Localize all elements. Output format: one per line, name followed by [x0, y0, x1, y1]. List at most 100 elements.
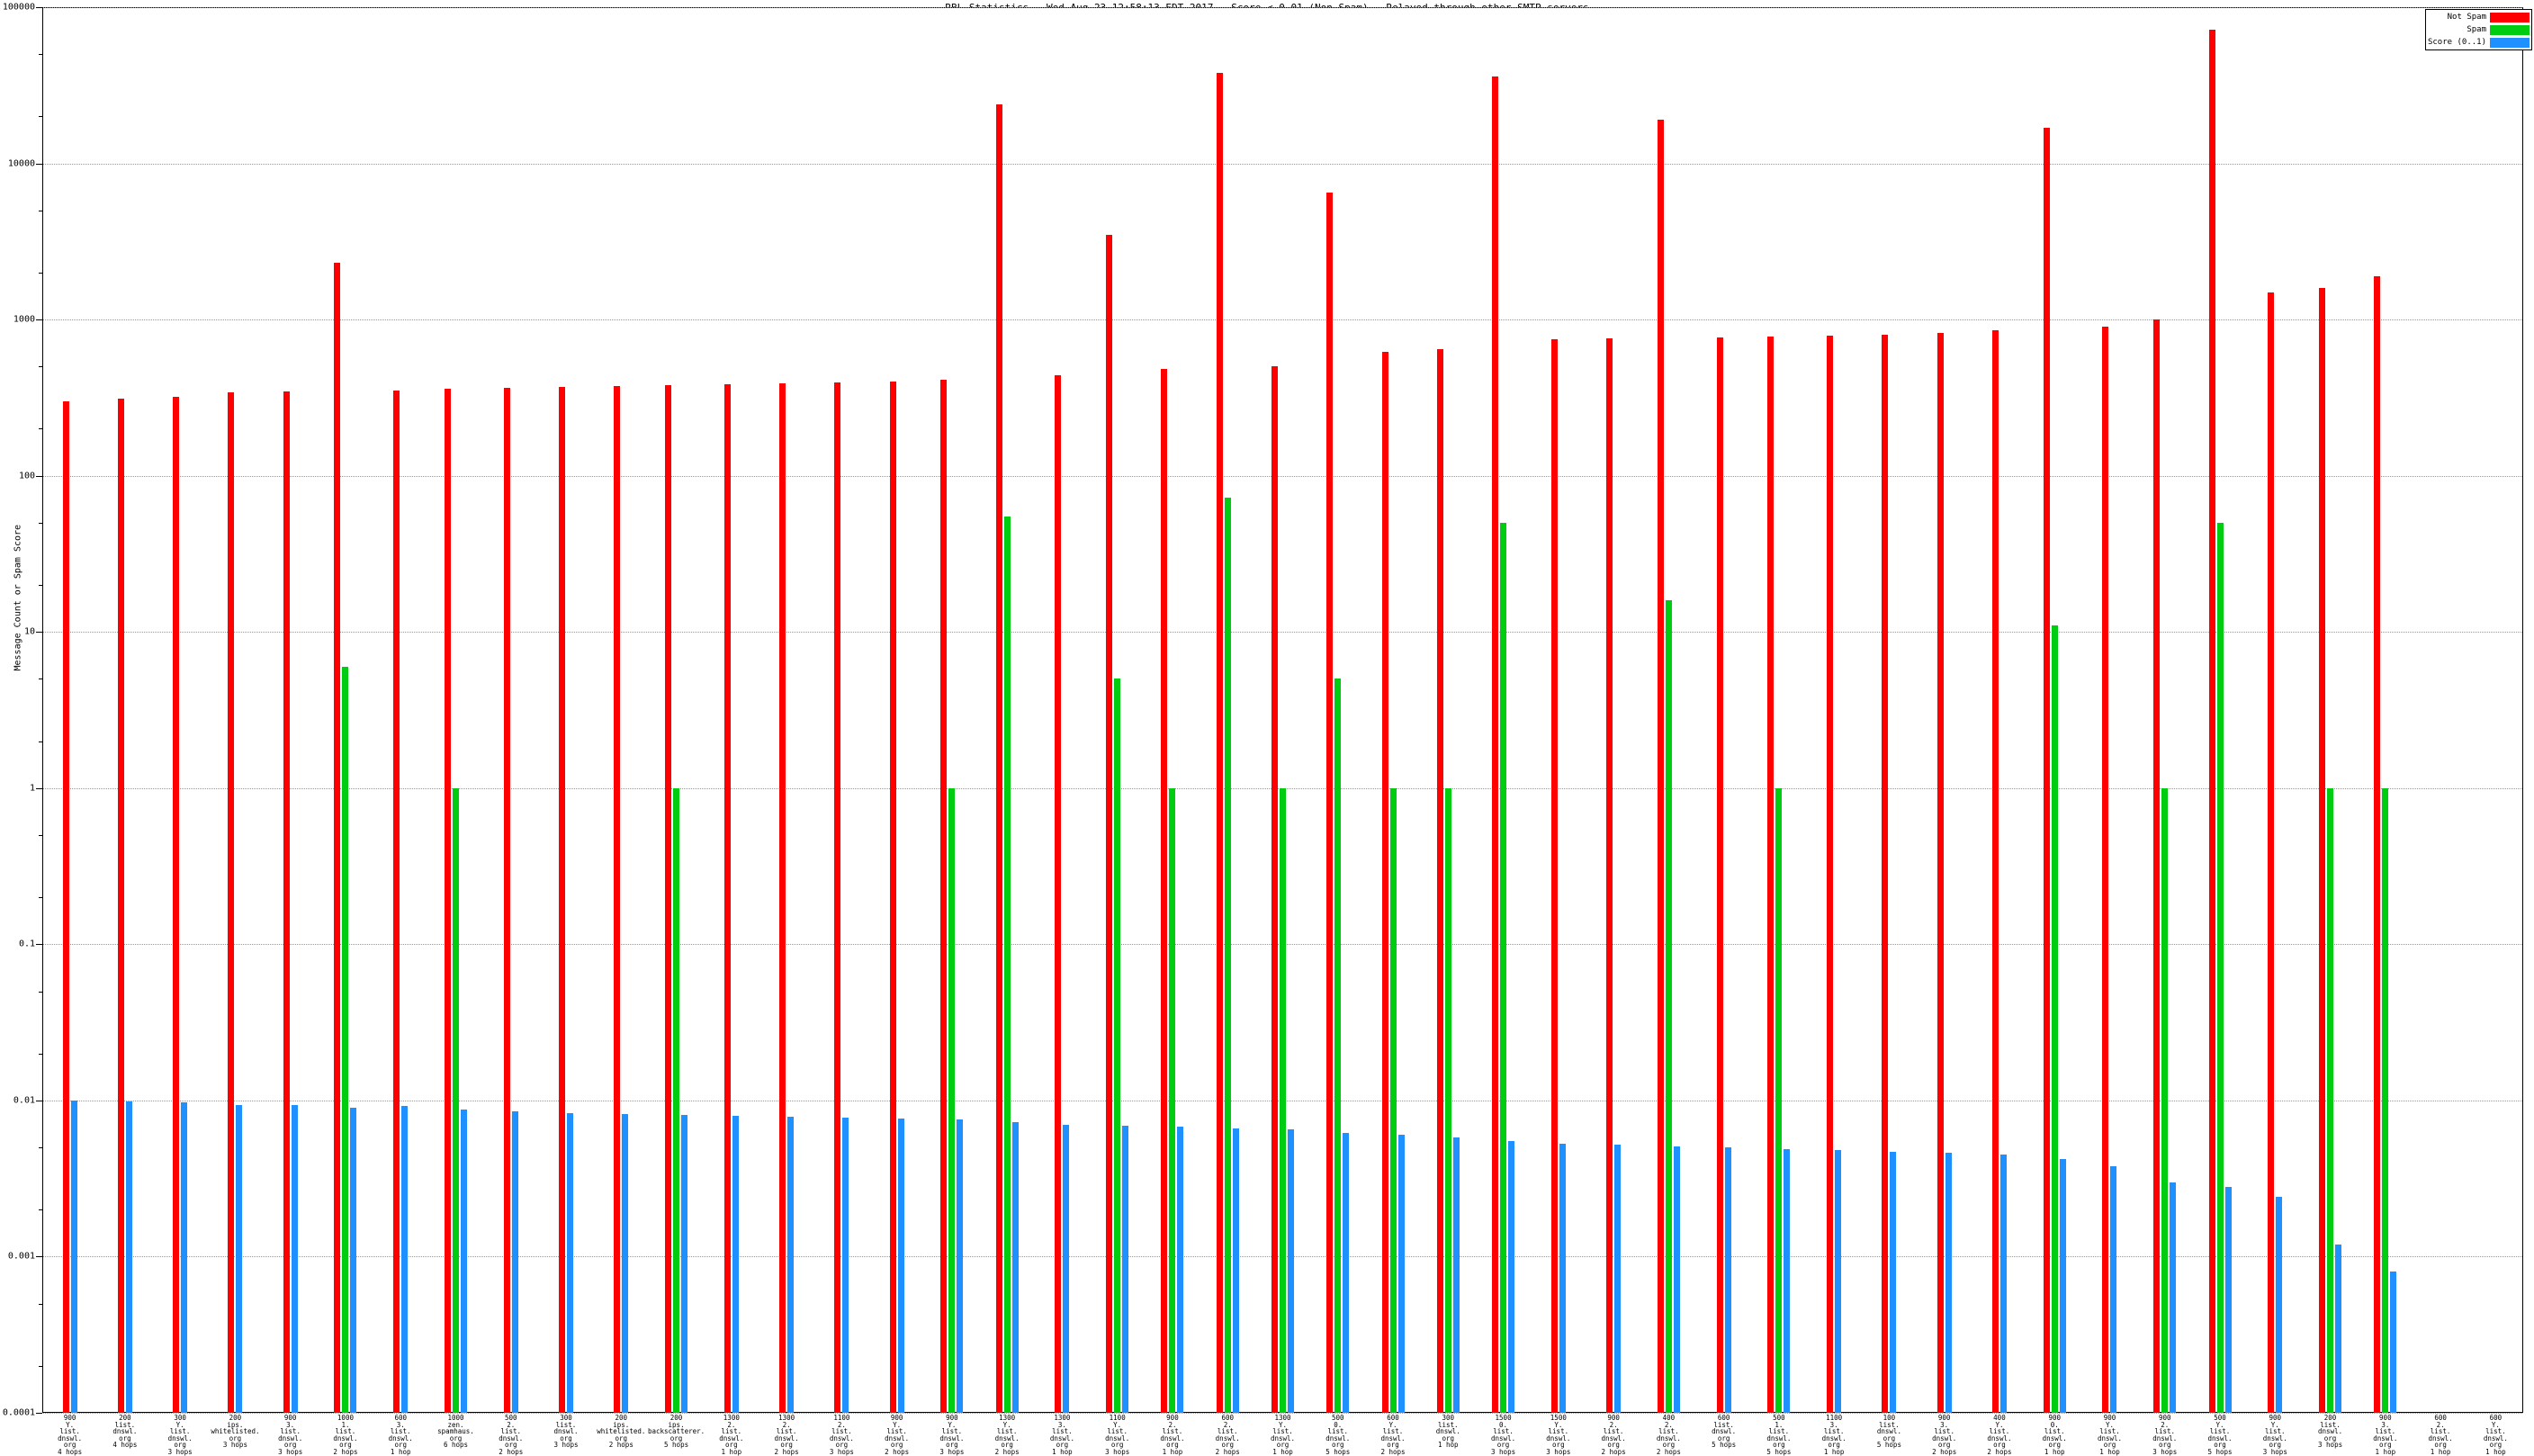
bar-not-spam	[228, 392, 235, 1413]
bar-spam	[2327, 787, 2334, 1413]
bar-score	[2110, 1165, 2117, 1413]
y-tick-label: 100	[18, 471, 35, 481]
bar-group	[2248, 7, 2303, 1413]
bar-spam	[673, 787, 680, 1413]
bar-group	[1145, 7, 1200, 1413]
y-tick-label: 0.1	[18, 939, 35, 949]
bar-group	[1035, 7, 1090, 1413]
bar-group	[1696, 7, 1751, 1413]
bar-score	[1452, 1137, 1460, 1413]
bar-score	[1999, 1155, 2007, 1413]
bar-not-spam	[1055, 375, 1062, 1413]
bar-not-spam	[2268, 292, 2275, 1413]
bar-score	[897, 1118, 904, 1413]
bar-not-spam	[1936, 333, 1944, 1413]
bar-not-spam	[1827, 335, 1834, 1413]
bar-not-spam	[1106, 234, 1113, 1413]
bar-not-spam	[1492, 76, 1499, 1413]
bar-not-spam	[1991, 330, 1999, 1413]
y-tick-mark	[36, 944, 42, 946]
bar-not-spam	[1657, 120, 1664, 1413]
bar-score	[2170, 1182, 2177, 1413]
bar-spam	[1003, 516, 1011, 1413]
bar-not-spam	[1716, 337, 1723, 1413]
bar-not-spam	[1767, 336, 1775, 1413]
bar-group	[1972, 7, 2026, 1413]
bar-score	[181, 1102, 188, 1413]
y-tick-mark	[36, 163, 42, 165]
bar-score	[401, 1106, 409, 1413]
y-tick-mark	[36, 1256, 42, 1258]
bar-score	[957, 1119, 964, 1413]
bar-score	[1945, 1153, 1952, 1413]
bar-score	[1724, 1147, 1731, 1413]
y-tick-mark	[36, 787, 42, 789]
gridline	[43, 632, 2522, 634]
bar-score	[70, 1100, 77, 1413]
bar-spam	[2161, 787, 2169, 1413]
bar-group	[1365, 7, 1420, 1413]
bar-score	[1177, 1126, 1184, 1413]
bar-group	[704, 7, 759, 1413]
bar-not-spam	[614, 386, 621, 1413]
bar-score	[1614, 1145, 1622, 1413]
bar-group	[1862, 7, 1917, 1413]
y-axis: 100000 10000 1000 100 10 1 0.1 0.01 0.001 0.0001	[0, 0, 42, 1425]
bar-score	[732, 1115, 739, 1413]
bar-not-spam	[2102, 327, 2109, 1413]
y-tick-mark-minor	[39, 835, 42, 837]
bar-spam	[1444, 787, 1451, 1413]
bar-group	[483, 7, 538, 1413]
y-tick-mark	[36, 319, 42, 321]
bar-group	[153, 7, 208, 1413]
legend-label: Score (0..1)	[2427, 38, 2486, 47]
bar-not-spam	[2374, 275, 2381, 1413]
bar-not-spam	[995, 103, 1002, 1413]
bar-group	[208, 7, 263, 1413]
bar-score	[1232, 1128, 1239, 1413]
legend-swatch	[2490, 24, 2530, 35]
y-tick-mark-minor	[39, 522, 42, 524]
gridline	[43, 1413, 2522, 1414]
y-axis-title: Message Count or Spam Score	[13, 524, 23, 671]
bar-score	[1343, 1132, 1350, 1413]
y-tick-mark-minor	[39, 1147, 42, 1149]
bar-spam	[1334, 679, 1342, 1413]
bar-score	[2390, 1272, 2397, 1413]
y-tick-mark-minor	[39, 584, 42, 586]
y-tick-label: 0.01	[13, 1095, 35, 1106]
bar-spam	[1169, 787, 1176, 1413]
y-tick-mark-minor	[39, 1053, 42, 1055]
bar-score	[681, 1114, 688, 1413]
bar-group	[97, 7, 152, 1413]
legend-item: Score (0..1)	[2428, 37, 2530, 48]
bar-spam	[1389, 787, 1397, 1413]
y-tick-mark-minor	[39, 897, 42, 899]
bar-not-spam	[1550, 338, 1558, 1413]
bar-spam	[1500, 522, 1507, 1413]
bar-score	[1011, 1121, 1019, 1413]
bar-score	[1890, 1151, 1897, 1413]
y-tick-mark	[36, 475, 42, 477]
bar-score	[2276, 1197, 2283, 1413]
bar-group	[1255, 7, 1310, 1413]
bar-not-spam	[1381, 352, 1388, 1413]
bar-group	[2082, 7, 2137, 1413]
bar-group	[2468, 7, 2523, 1413]
bar-not-spam	[779, 383, 786, 1413]
bar-score	[1559, 1143, 1566, 1413]
bar-score	[1835, 1150, 1842, 1413]
y-tick-label: 0.001	[7, 1251, 35, 1262]
gridline	[43, 475, 2522, 477]
bar-group	[2413, 7, 2467, 1413]
y-tick-mark-minor	[39, 428, 42, 430]
bar-score	[2335, 1244, 2342, 1413]
bar-score	[291, 1105, 298, 1413]
bar-spam	[452, 787, 459, 1413]
y-tick-mark	[36, 632, 42, 634]
bar-group	[428, 7, 483, 1413]
y-tick-mark-minor	[39, 366, 42, 368]
bar-not-spam	[1161, 369, 1168, 1413]
bar-not-spam	[444, 389, 451, 1413]
